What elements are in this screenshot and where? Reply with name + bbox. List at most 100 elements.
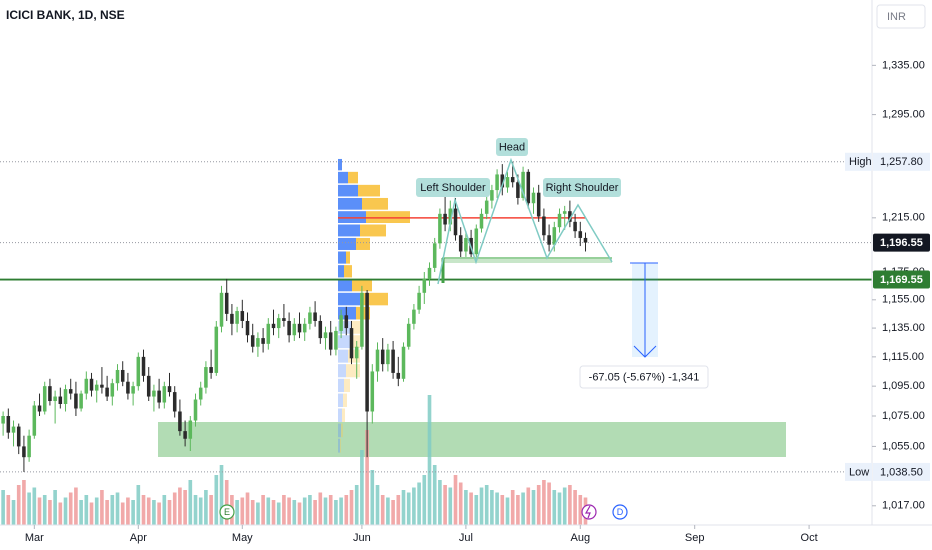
annotation-box (496, 138, 528, 156)
profile-down (352, 278, 372, 292)
volume-bar (573, 490, 577, 525)
volume-bar (354, 485, 359, 525)
volume-bar (453, 475, 458, 525)
profile-up (338, 393, 343, 407)
split-marker[interactable] (581, 504, 597, 520)
annotation-head: Head (496, 138, 528, 156)
candle-body (401, 346, 406, 379)
candle-body (443, 213, 447, 225)
volume-bar (365, 430, 369, 525)
candle-body (406, 323, 411, 347)
volume-bar (58, 502, 63, 525)
last-price-label: 1,196.55 (880, 237, 923, 249)
candle-body (214, 326, 219, 373)
candle-body (198, 387, 203, 400)
volume-bar (490, 490, 494, 525)
candle-body (42, 386, 47, 412)
profile-down (352, 320, 362, 334)
measure-label-box (579, 365, 709, 389)
volume-bar (547, 482, 551, 525)
candle-body (510, 177, 515, 183)
candle-body (48, 386, 52, 402)
profile-up (338, 171, 348, 184)
candle-body (178, 411, 182, 432)
profile-down (350, 335, 360, 349)
candle-body (302, 323, 307, 333)
annotation-text: Right Shoulder (546, 182, 619, 194)
candle-body (375, 349, 380, 372)
y-tick-label: 1,075.00 (882, 410, 925, 422)
candle-body (308, 312, 312, 324)
y-tick-label: 1,017.00 (882, 500, 925, 512)
candle-body (115, 369, 120, 384)
candle-body (250, 335, 255, 347)
volume-bar (204, 490, 208, 525)
candle-body (448, 208, 453, 225)
volume-bar (188, 480, 193, 525)
volume-bar (302, 497, 307, 525)
volume-bar (370, 470, 375, 525)
candle-body (110, 383, 115, 397)
candle-body (505, 177, 510, 188)
volume-bar (516, 495, 520, 525)
volume-bar (531, 490, 536, 525)
marker-text: D (617, 507, 624, 517)
candle-body (27, 435, 31, 458)
marker-circle (612, 504, 628, 520)
y-tick-label: 1,115.00 (882, 351, 924, 363)
volume-bar (505, 497, 510, 525)
volume-bar (401, 490, 406, 525)
profile-up (338, 423, 341, 438)
candle-body (230, 313, 234, 324)
candle-body (63, 389, 68, 404)
candle-body (562, 211, 567, 214)
candle-body (526, 171, 531, 204)
profile-down (340, 438, 341, 453)
candle-body (349, 328, 354, 359)
x-tick-label: Mar (25, 532, 44, 544)
volume-bar (536, 485, 541, 525)
candle-body (500, 174, 505, 188)
profile-down (356, 237, 370, 250)
volume-bar (105, 500, 109, 525)
y-tick-label: 1,055.00 (882, 440, 925, 452)
volume-bar (141, 495, 146, 525)
volume-bar (458, 482, 463, 525)
volume-bar (110, 495, 115, 525)
candle-body (427, 267, 432, 279)
volume-bar (178, 487, 182, 525)
candle-body (370, 371, 375, 412)
volume-bar (94, 497, 99, 525)
volume-bar (100, 490, 104, 525)
candle-body (224, 292, 229, 314)
volume-bar (464, 490, 468, 525)
currency-button[interactable]: INR (876, 4, 926, 29)
volume-bar (11, 500, 16, 525)
candle-body (209, 367, 213, 373)
volume-bar (417, 482, 421, 525)
candle-body (557, 213, 562, 228)
annotation-left-shoulder: Left Shoulder (416, 178, 490, 197)
profile-down (343, 393, 347, 407)
volume-bar (568, 485, 572, 525)
candle-body (16, 426, 21, 447)
candle-body (432, 243, 437, 268)
candle-body (193, 399, 198, 421)
candle-body (188, 420, 193, 439)
dividend-marker[interactable]: D (612, 504, 628, 520)
candle-body (240, 311, 245, 321)
candle-body (271, 323, 276, 329)
candle-body (490, 190, 494, 201)
profile-up (338, 349, 348, 363)
volume-bar (360, 450, 364, 525)
high-tag-bg (845, 152, 872, 171)
measure-arrow (633, 345, 657, 358)
candle-body (516, 182, 520, 198)
volume-bar (209, 495, 213, 525)
volume-bar (396, 495, 401, 525)
candle-body (94, 384, 99, 391)
earnings-marker[interactable]: E (219, 504, 235, 520)
volume-bar (375, 485, 380, 525)
candle-body (79, 393, 83, 409)
